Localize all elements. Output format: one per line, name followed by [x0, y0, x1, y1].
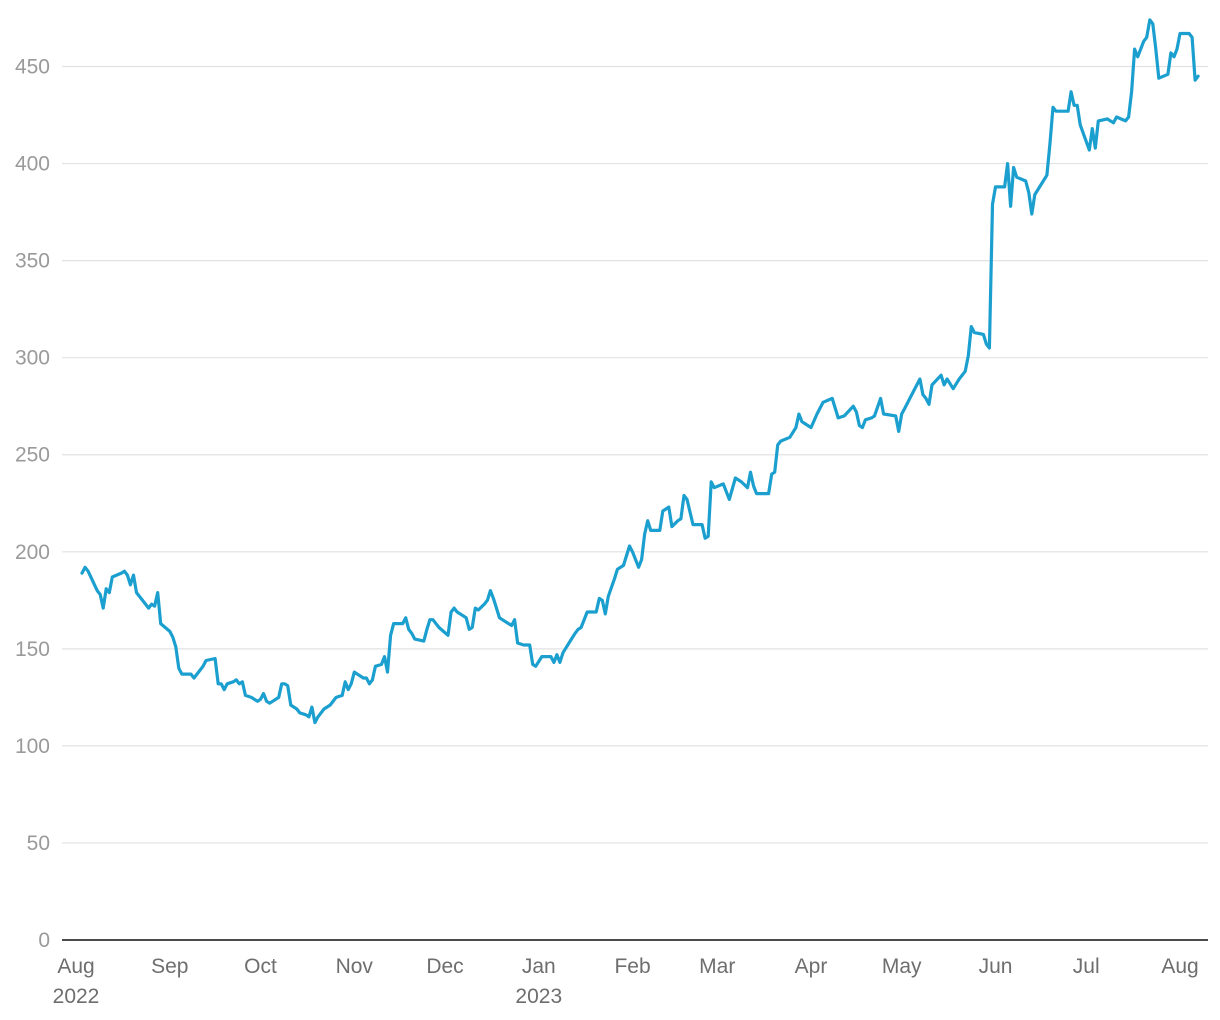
x-tick-label: Oct — [244, 955, 277, 978]
y-tick-label: 50 — [27, 832, 50, 855]
x-tick-label: Jun — [979, 955, 1013, 978]
x-tick-year-label: 2023 — [515, 985, 562, 1008]
x-tick-label: Nov — [336, 955, 374, 978]
y-tick-label: 350 — [15, 250, 50, 273]
x-tick-label: Sep — [151, 955, 188, 978]
y-tick-label: 100 — [15, 735, 50, 758]
y-tick-label: 150 — [15, 638, 50, 661]
y-tick-label: 300 — [15, 347, 50, 370]
series-line — [80, 18, 1200, 725]
y-tick-label: 0 — [38, 929, 50, 952]
y-axis-tick-labels: 0 50 100 150 200 250 300 350 400 450 — [15, 56, 50, 952]
x-tick-label: Jan — [522, 955, 556, 978]
grid-lines — [62, 65, 1208, 844]
x-tick-label: Jul — [1073, 955, 1100, 978]
x-axis-tick-labels: Aug 2022 Sep Oct Nov Dec Jan 2023 Feb Mar Apr May Ju… — [53, 955, 1199, 1008]
y-tick-label: 450 — [15, 56, 50, 79]
x-tick-label: May — [882, 955, 922, 978]
x-tick-year-label: 2022 — [53, 985, 100, 1008]
x-tick-label: Dec — [426, 955, 463, 978]
x-tick-label: Feb — [614, 955, 650, 978]
y-tick-label: 250 — [15, 444, 50, 467]
x-tick-label: Mar — [699, 955, 735, 978]
x-tick-label: Apr — [795, 955, 828, 978]
x-tick-label: Aug — [1161, 955, 1198, 978]
y-tick-label: 200 — [15, 541, 50, 564]
x-tick-label: Aug — [57, 955, 94, 978]
y-tick-label: 400 — [15, 153, 50, 176]
